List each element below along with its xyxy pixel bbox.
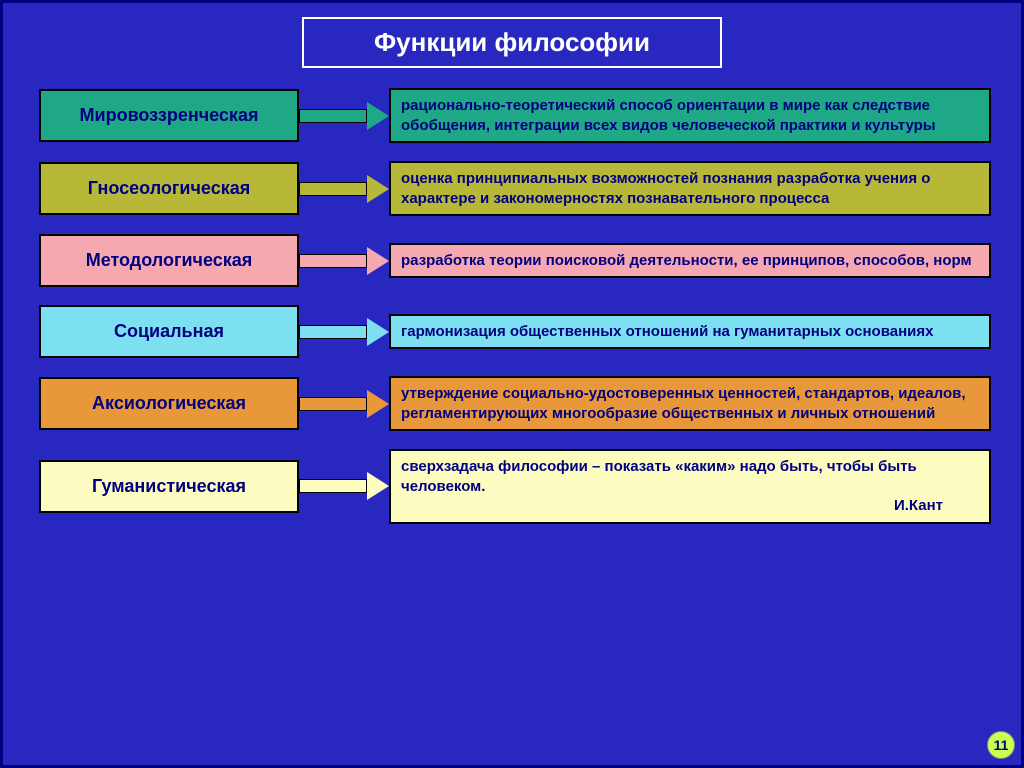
arrow-icon [299, 471, 389, 501]
arrow-icon [299, 317, 389, 347]
function-row: Мировоззренческая рационально-теоретическ… [39, 88, 991, 143]
function-row: Гносеологическая оценка принципиальных во… [39, 161, 991, 216]
function-description: гармонизация общественных отношений на г… [389, 314, 991, 350]
function-row: Аксиологическая утверждение социально-удо… [39, 376, 991, 431]
arrow-icon [299, 389, 389, 419]
arrow-icon [299, 174, 389, 204]
description-text: оценка принципиальных возможностей позна… [401, 170, 930, 207]
diagram-title: Функции философии [302, 17, 722, 68]
description-text: рационально-теоретический способ ориента… [401, 97, 936, 134]
function-label: Аксиологическая [39, 377, 299, 430]
function-label: Гносеологическая [39, 162, 299, 215]
attribution-text: И.Кант [401, 496, 979, 516]
function-description: рационально-теоретический способ ориента… [389, 88, 991, 143]
function-row: Социальная гармонизация общественных отно… [39, 305, 991, 358]
arrow-icon [299, 101, 389, 131]
function-row: Гуманистическая сверхзадача философии – п… [39, 449, 991, 524]
description-text: утверждение социально-удостоверенных цен… [401, 385, 966, 422]
function-description: утверждение социально-удостоверенных цен… [389, 376, 991, 431]
function-label: Мировоззренческая [39, 89, 299, 142]
arrow-icon [299, 246, 389, 276]
page-number-badge: 11 [987, 731, 1015, 759]
function-description: разработка теории поисковой деятельности… [389, 243, 991, 279]
function-rows: Мировоззренческая рационально-теоретическ… [3, 88, 1021, 524]
function-description: сверхзадача философии – показать «каким»… [389, 449, 991, 524]
function-description: оценка принципиальных возможностей позна… [389, 161, 991, 216]
function-row: Методологическая разработка теории поиско… [39, 234, 991, 287]
description-text: гармонизация общественных отношений на г… [401, 323, 933, 340]
description-text: разработка теории поисковой деятельности… [401, 252, 972, 269]
description-text: сверхзадача философии – показать «каким»… [401, 458, 917, 495]
function-label: Гуманистическая [39, 460, 299, 513]
function-label: Социальная [39, 305, 299, 358]
function-label: Методологическая [39, 234, 299, 287]
